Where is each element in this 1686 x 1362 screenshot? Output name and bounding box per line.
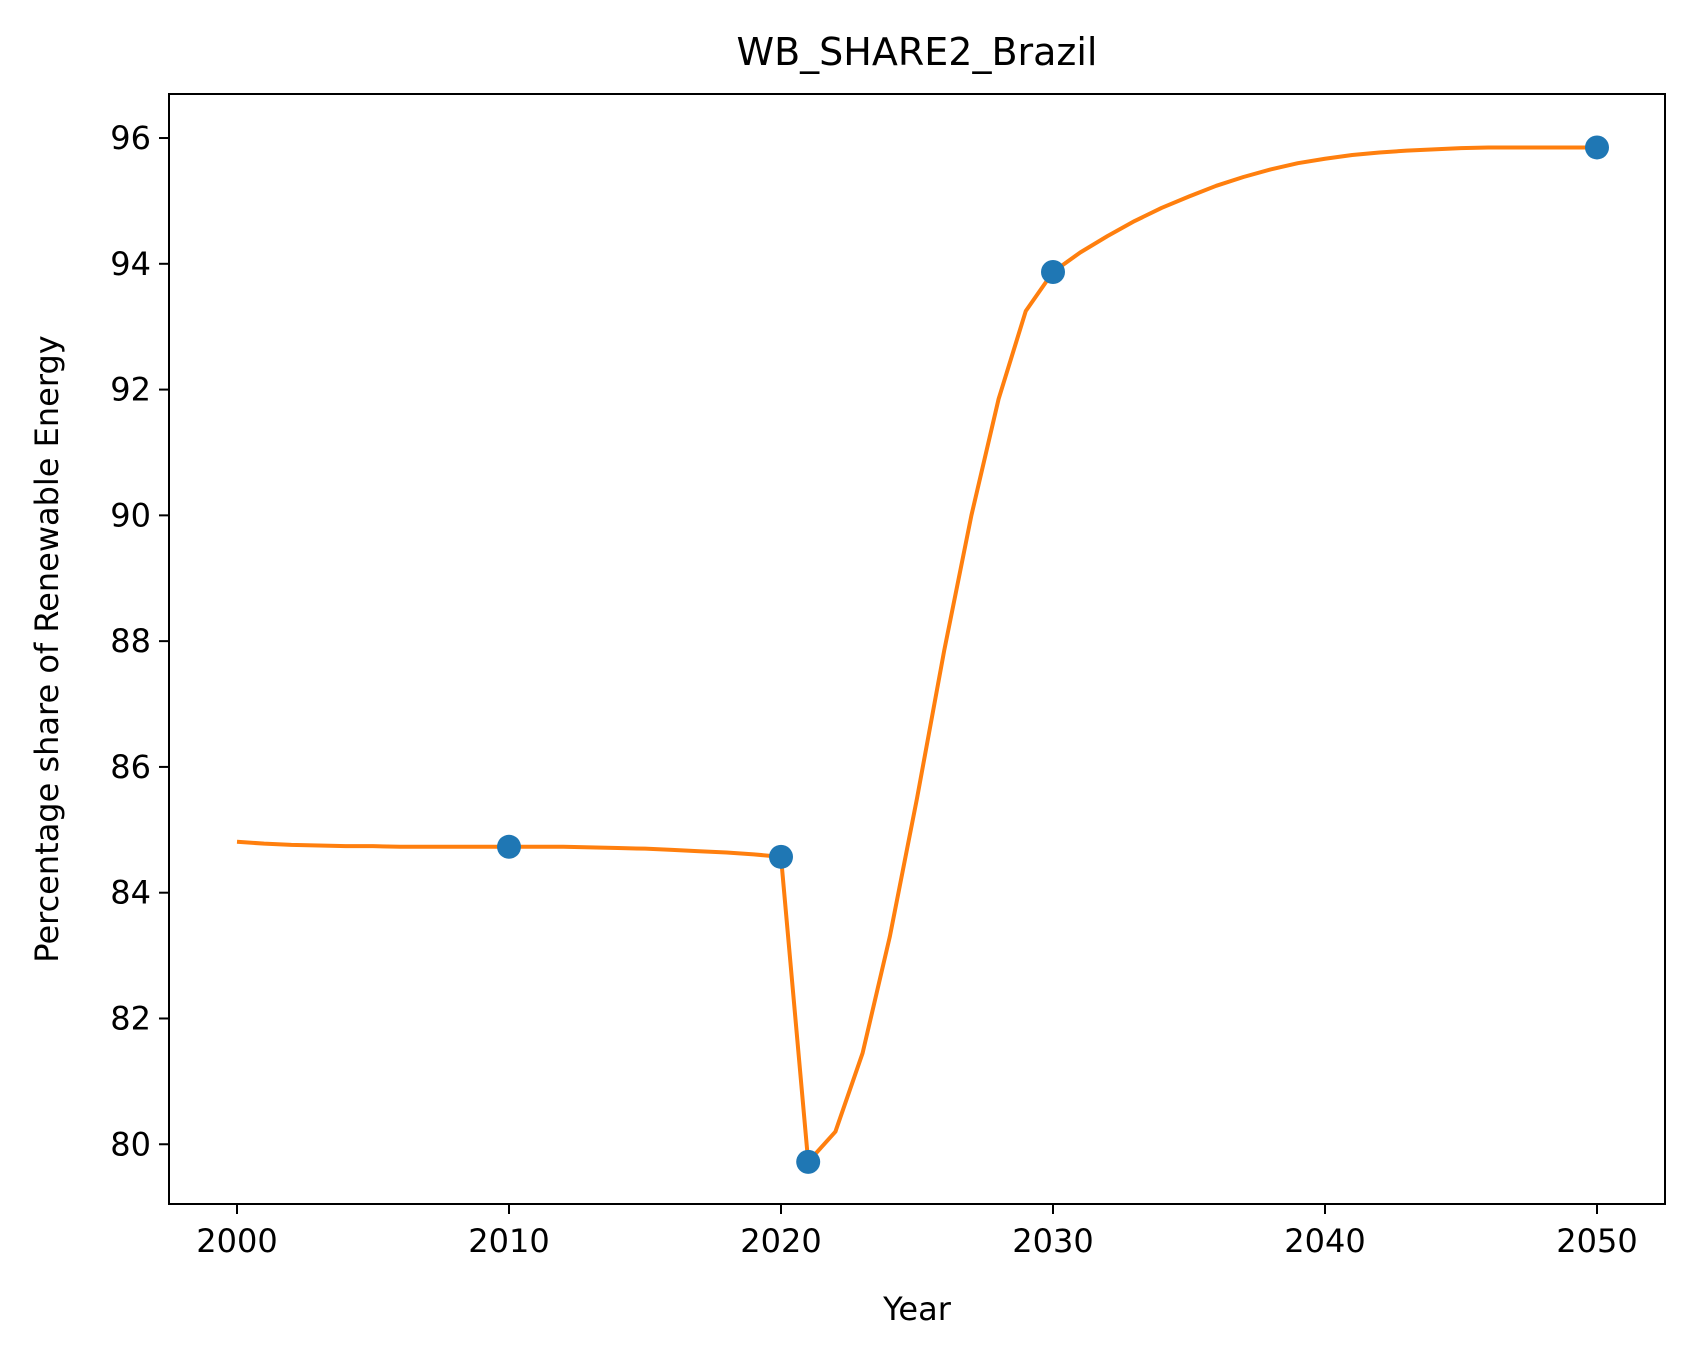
y-tick-label: 94: [110, 245, 151, 283]
x-tick-label: 2010: [468, 1222, 549, 1260]
x-tick-label: 2020: [740, 1222, 821, 1260]
chart-title: WB_SHARE2_Brazil: [737, 30, 1098, 74]
x-axis-ticks: 2000 2010 2020 2030 2040 2050: [196, 1204, 1638, 1260]
scatter-series-layer: [497, 135, 1609, 1174]
plot-area: [236, 135, 1609, 1174]
data-point: [1585, 135, 1609, 160]
data-point: [1041, 259, 1065, 284]
y-tick-label: 86: [110, 748, 151, 786]
x-tick-label: 2030: [1012, 1222, 1093, 1260]
y-tick-label: 96: [110, 119, 151, 157]
x-tick-label: 2000: [196, 1222, 277, 1260]
plot-frame: [168, 93, 1666, 1205]
x-tick-label: 2040: [1284, 1222, 1365, 1260]
y-axis-ticks: 80 82 84 86 88 90 92 94 96: [110, 119, 169, 1163]
y-tick-label: 82: [110, 999, 151, 1037]
x-axis-label: Year: [882, 1290, 952, 1328]
data-point: [497, 834, 521, 859]
data-point: [769, 844, 793, 869]
y-tick-label: 88: [110, 622, 151, 660]
series-line: [236, 145, 1597, 1164]
y-tick-label: 84: [110, 874, 151, 912]
y-tick-label: 92: [110, 371, 151, 409]
x-tick-label: 2050: [1556, 1222, 1637, 1260]
data-point: [796, 1149, 821, 1174]
y-axis-label: Percentage share of Renewable Energy: [28, 335, 66, 962]
y-tick-label: 90: [110, 496, 151, 534]
y-tick-label: 80: [110, 1125, 151, 1163]
line-series-layer: [236, 145, 1597, 1164]
